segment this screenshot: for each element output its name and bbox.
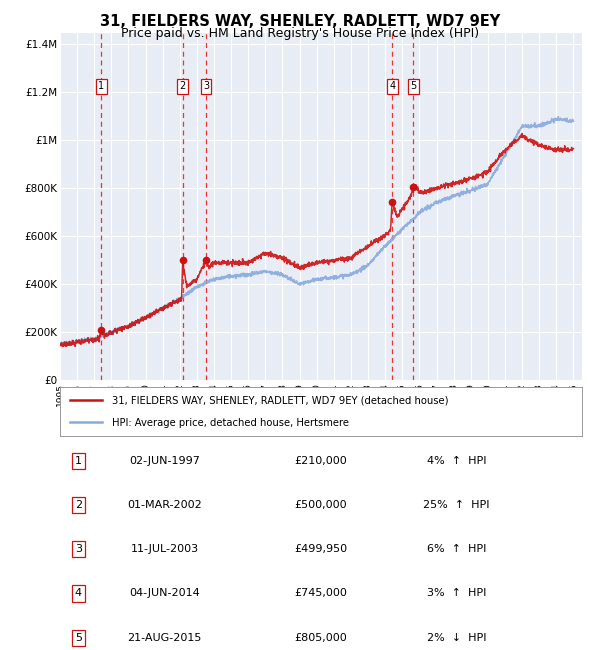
Text: 3: 3 [75, 544, 82, 554]
Text: £210,000: £210,000 [295, 456, 347, 466]
Text: £499,950: £499,950 [295, 544, 347, 554]
Text: 4: 4 [75, 588, 82, 599]
Text: 21-AUG-2015: 21-AUG-2015 [127, 632, 202, 643]
Text: 4%  ↑  HPI: 4% ↑ HPI [427, 456, 487, 466]
Text: 01-MAR-2002: 01-MAR-2002 [127, 500, 202, 510]
Text: 3: 3 [203, 81, 209, 92]
Text: 1: 1 [75, 456, 82, 466]
Text: 11-JUL-2003: 11-JUL-2003 [130, 544, 199, 554]
Text: 1: 1 [98, 81, 104, 92]
Text: 4: 4 [389, 81, 395, 92]
Text: £500,000: £500,000 [295, 500, 347, 510]
Text: 2: 2 [179, 81, 186, 92]
Text: 04-JUN-2014: 04-JUN-2014 [129, 588, 200, 599]
Text: 6%  ↑  HPI: 6% ↑ HPI [427, 544, 487, 554]
Text: 5: 5 [75, 632, 82, 643]
Text: 2%  ↓  HPI: 2% ↓ HPI [427, 632, 487, 643]
Text: 2: 2 [75, 500, 82, 510]
Text: Price paid vs. HM Land Registry's House Price Index (HPI): Price paid vs. HM Land Registry's House … [121, 27, 479, 40]
Text: 02-JUN-1997: 02-JUN-1997 [129, 456, 200, 466]
Text: 3%  ↑  HPI: 3% ↑ HPI [427, 588, 487, 599]
Text: 31, FIELDERS WAY, SHENLEY, RADLETT, WD7 9EY: 31, FIELDERS WAY, SHENLEY, RADLETT, WD7 … [100, 14, 500, 29]
Text: £745,000: £745,000 [295, 588, 347, 599]
Text: 25%  ↑  HPI: 25% ↑ HPI [424, 500, 490, 510]
Text: 5: 5 [410, 81, 416, 92]
Text: HPI: Average price, detached house, Hertsmere: HPI: Average price, detached house, Hert… [112, 419, 349, 428]
Text: 31, FIELDERS WAY, SHENLEY, RADLETT, WD7 9EY (detached house): 31, FIELDERS WAY, SHENLEY, RADLETT, WD7 … [112, 396, 449, 406]
Text: £805,000: £805,000 [295, 632, 347, 643]
